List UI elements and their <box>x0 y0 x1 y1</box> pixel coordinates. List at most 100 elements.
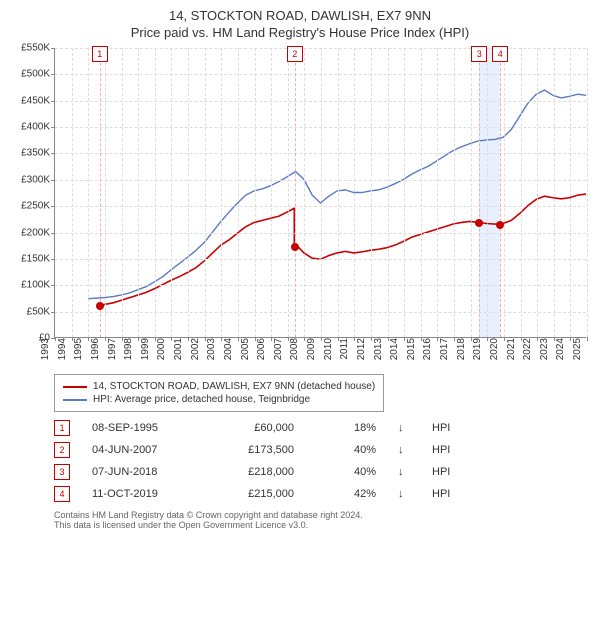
event-row-box: 4 <box>54 486 70 502</box>
down-arrow-icon: ↓ <box>398 466 410 478</box>
gridline-v <box>221 48 222 337</box>
gridline-v <box>404 48 405 337</box>
y-tick-label: £450K <box>21 95 50 106</box>
series-line <box>100 194 586 305</box>
x-axis: 1993199419951996199719981999200020012002… <box>54 338 586 368</box>
x-tick-label: 2025 <box>572 338 600 360</box>
event-row: 411-OCT-2019£215,00042%↓HPI <box>54 486 590 502</box>
event-price: £218,000 <box>214 466 294 478</box>
legend-label: 14, STOCKTON ROAD, DAWLISH, EX7 9NN (det… <box>93 381 375 392</box>
y-tick-label: £550K <box>21 43 50 54</box>
y-tick-label: £500K <box>21 69 50 80</box>
event-row-box: 3 <box>54 464 70 480</box>
event-hpi-label: HPI <box>432 488 450 500</box>
gridline-v <box>88 48 89 337</box>
gridline-v <box>171 48 172 337</box>
gridline-v <box>421 48 422 337</box>
event-date: 08-SEP-1995 <box>92 422 192 434</box>
gridline-v <box>587 48 588 337</box>
footer-line1: Contains HM Land Registry data © Crown c… <box>54 510 590 520</box>
gridline-v <box>138 48 139 337</box>
title-block: 14, STOCKTON ROAD, DAWLISH, EX7 9NN Pric… <box>10 8 590 40</box>
gridline-v <box>288 48 289 337</box>
event-date: 04-JUN-2007 <box>92 444 192 456</box>
gridline-v <box>321 48 322 337</box>
event-line <box>479 48 480 337</box>
event-price: £173,500 <box>214 444 294 456</box>
event-hpi-label: HPI <box>432 444 450 456</box>
event-row-box: 1 <box>54 420 70 436</box>
y-tick-label: £400K <box>21 122 50 133</box>
gridline-v <box>471 48 472 337</box>
footer: Contains HM Land Registry data © Crown c… <box>54 510 590 530</box>
price-marker <box>475 219 483 227</box>
gridline-v <box>271 48 272 337</box>
legend-item: HPI: Average price, detached house, Teig… <box>63 394 375 405</box>
gridline-v <box>238 48 239 337</box>
gridline-v <box>487 48 488 337</box>
legend: 14, STOCKTON ROAD, DAWLISH, EX7 9NN (det… <box>54 374 384 412</box>
gridline-v <box>354 48 355 337</box>
event-price: £215,000 <box>214 488 294 500</box>
gridline-v <box>437 48 438 337</box>
event-line <box>100 48 101 337</box>
event-date: 07-JUN-2018 <box>92 466 192 478</box>
price-marker <box>291 243 299 251</box>
event-row: 108-SEP-1995£60,00018%↓HPI <box>54 420 590 436</box>
event-hpi-label: HPI <box>432 422 450 434</box>
y-tick-label: £250K <box>21 201 50 212</box>
title-line2: Price paid vs. HM Land Registry's House … <box>10 25 590 40</box>
events-table: 108-SEP-1995£60,00018%↓HPI204-JUN-2007£1… <box>54 420 590 502</box>
event-marker-box: 1 <box>92 46 108 62</box>
legend-swatch <box>63 386 87 388</box>
footer-line2: This data is licensed under the Open Gov… <box>54 520 590 530</box>
price-marker <box>496 221 504 229</box>
event-line <box>295 48 296 337</box>
down-arrow-icon: ↓ <box>398 444 410 456</box>
gridline-v <box>105 48 106 337</box>
y-axis: £0£50K£100K£150K£200K£250K£300K£350K£400… <box>10 48 54 338</box>
legend-swatch <box>63 399 87 401</box>
event-pct: 42% <box>316 488 376 500</box>
event-date: 11-OCT-2019 <box>92 488 192 500</box>
gridline-v <box>521 48 522 337</box>
event-marker-box: 2 <box>287 46 303 62</box>
chart-container: 14, STOCKTON ROAD, DAWLISH, EX7 9NN Pric… <box>0 0 600 620</box>
y-tick-label: £350K <box>21 148 50 159</box>
gridline-v <box>504 48 505 337</box>
gridline-v <box>537 48 538 337</box>
y-tick-label: £300K <box>21 174 50 185</box>
y-tick-label: £200K <box>21 227 50 238</box>
legend-label: HPI: Average price, detached house, Teig… <box>93 394 310 405</box>
event-row: 3 07-JUN-2018 £218,000 40% ↓ HPI <box>54 464 590 480</box>
gridline-v <box>255 48 256 337</box>
event-pct: 40% <box>316 466 376 478</box>
legend-item: 14, STOCKTON ROAD, DAWLISH, EX7 9NN (det… <box>63 381 375 392</box>
gridline-v <box>570 48 571 337</box>
down-arrow-icon: ↓ <box>398 422 410 434</box>
event-row-box: 2 <box>54 442 70 458</box>
event-price: £60,000 <box>214 422 294 434</box>
chart-area: £0£50K£100K£150K£200K£250K£300K£350K£400… <box>10 48 590 368</box>
gridline-v <box>72 48 73 337</box>
plot-area: 1 2 34 <box>54 48 586 338</box>
gridline-v <box>371 48 372 337</box>
gridline-v <box>454 48 455 337</box>
event-pct: 40% <box>316 444 376 456</box>
event-marker-box: 4 <box>492 46 508 62</box>
gridline-v <box>554 48 555 337</box>
gridline-v <box>122 48 123 337</box>
event-marker-box: 3 <box>471 46 487 62</box>
gridline-v <box>188 48 189 337</box>
gridline-v <box>388 48 389 337</box>
y-tick-label: £100K <box>21 280 50 291</box>
gridline-v <box>155 48 156 337</box>
y-tick-label: £50K <box>27 306 50 317</box>
event-line <box>500 48 501 337</box>
price-marker <box>96 302 104 310</box>
gridline-v <box>338 48 339 337</box>
gridline-v <box>304 48 305 337</box>
event-row: 2 04-JUN-2007 £173,500 40% ↓ HPI <box>54 442 590 458</box>
event-hpi-label: HPI <box>432 466 450 478</box>
gridline-v <box>205 48 206 337</box>
